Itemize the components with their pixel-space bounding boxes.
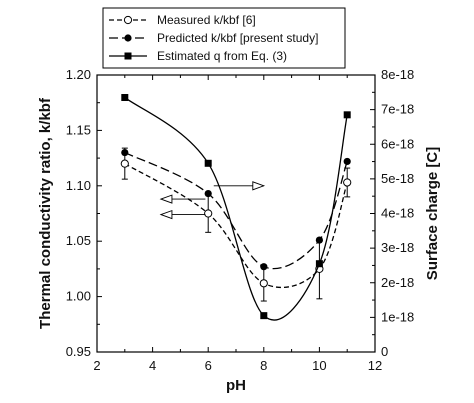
legend-marker: [124, 34, 132, 42]
annotation-arrow-head: [159, 194, 173, 204]
series-line-3: [124, 96, 348, 321]
data-point-filled-circle: [343, 157, 351, 166]
y-right-tick-label: 3e-18: [381, 240, 414, 255]
y-right-tick-label: 8e-18: [381, 67, 414, 82]
y-left-tick-label: 0.95: [66, 344, 91, 359]
legend: Measured k/kbf [6] Predicted k/kbf [prese…: [102, 7, 346, 69]
series-line-1: [124, 163, 348, 289]
y-right-tick-label: 7e-18: [381, 102, 414, 117]
series-line-2: [124, 151, 348, 270]
plot-frame: [96, 74, 376, 353]
data-point-filled-circle: [121, 148, 129, 157]
y-axis-left-title: Thermal conductivity ratio, k/kbf: [37, 97, 54, 329]
y-right-tick-label: 4e-18: [381, 206, 414, 221]
data-point-square: [121, 94, 129, 102]
x-tick-label: 8: [260, 358, 267, 373]
data-point-square: [315, 260, 323, 268]
legend-marker: [124, 52, 132, 60]
legend-label-2: Predicted k/kbf [present study]: [157, 31, 318, 45]
y-right-tick-label: 5e-18: [381, 171, 414, 186]
y-right-tick-label: 1e-18: [381, 309, 414, 324]
x-tick-label: 10: [312, 358, 326, 373]
annotation-arrow-head: [252, 181, 266, 191]
data-point-square: [260, 312, 268, 320]
y-left-tick-label: 1.20: [66, 67, 91, 82]
y-right-tick-label: 6e-18: [381, 136, 414, 151]
data-point-filled-circle: [204, 189, 212, 198]
x-tick-label: 6: [205, 358, 212, 373]
y-right-tick-label: 2e-18: [381, 275, 414, 290]
x-tick-label: 4: [149, 358, 156, 373]
x-axis-title: pH: [226, 377, 246, 394]
annotation-arrow-head: [159, 209, 173, 220]
x-tick-label: 12: [368, 358, 382, 373]
data-point-open-circle: [204, 209, 213, 218]
y-left-tick-label: 1.15: [66, 122, 91, 137]
data-point-open-circle: [343, 178, 352, 187]
x-tick-label: 2: [93, 358, 100, 373]
data-point-square: [204, 159, 212, 167]
data-point-open-circle: [120, 159, 129, 168]
y-right-tick-label: 0: [381, 344, 388, 359]
legend-label-1: Measured k/kbf [6]: [157, 13, 256, 27]
data-point-filled-circle: [260, 263, 268, 271]
y-left-tick-label: 1.00: [66, 289, 91, 304]
y-axis-right-title: Surface charge [C]: [424, 147, 441, 280]
data-point-open-circle: [259, 279, 268, 288]
data-point-filled-circle: [315, 236, 323, 244]
data-point-square: [343, 111, 351, 119]
legend-label-3: Estimated q from Eq. (3): [157, 49, 287, 63]
y-left-tick-label: 1.05: [66, 233, 91, 248]
y-left-tick-label: 1.10: [66, 178, 91, 193]
legend-marker: [123, 15, 133, 25]
